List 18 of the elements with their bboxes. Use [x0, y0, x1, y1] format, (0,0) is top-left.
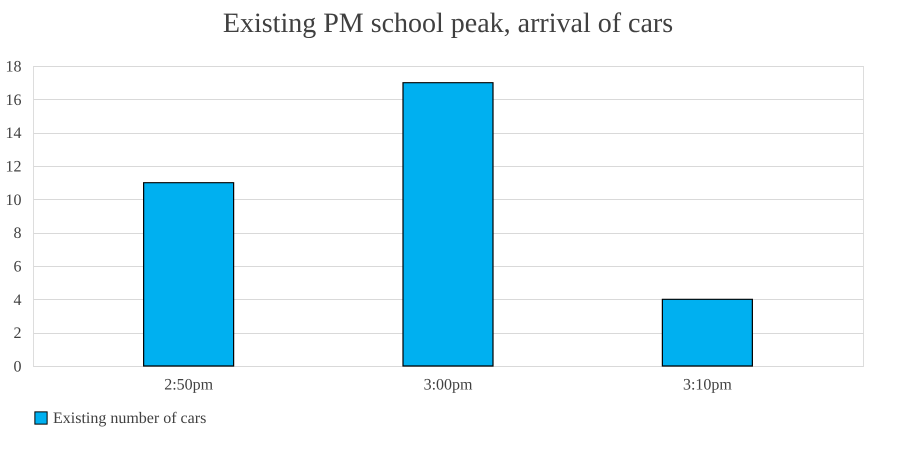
y-tick-label: 18: [6, 58, 22, 76]
legend-label: Existing number of cars: [53, 410, 206, 427]
y-tick-label: 2: [14, 325, 22, 342]
y-tick-label: 6: [14, 258, 22, 276]
x-tick-label: 2:50pm: [164, 376, 214, 394]
bar: [662, 298, 753, 367]
y-tick-label: 12: [6, 158, 22, 176]
y-tick-label: 0: [14, 358, 22, 376]
bar: [402, 82, 494, 367]
chart-title: Existing PM school peak, arrival of cars: [222, 8, 674, 39]
y-tick-label: 4: [14, 292, 22, 309]
x-tick-label: 3:10pm: [682, 376, 732, 394]
bar: [143, 182, 234, 367]
y-tick-label: 10: [6, 192, 22, 209]
x-tick-label: 3:00pm: [424, 376, 473, 394]
y-tick-label: 14: [6, 125, 22, 142]
y-tick-label: 16: [6, 92, 22, 109]
y-tick-label: 8: [14, 225, 22, 242]
